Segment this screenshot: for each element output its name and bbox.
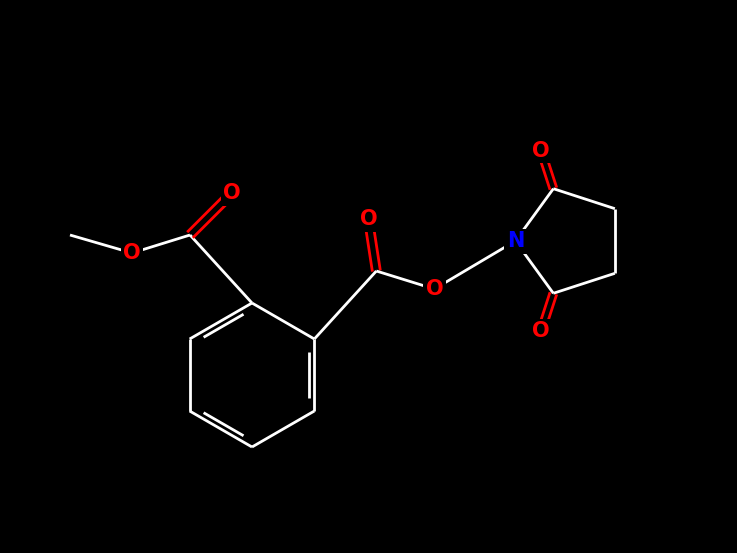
Text: O: O: [425, 279, 443, 299]
Text: O: O: [532, 140, 550, 161]
Text: N: N: [506, 231, 524, 251]
Text: O: O: [532, 321, 550, 341]
Text: O: O: [223, 183, 241, 203]
Text: O: O: [123, 243, 141, 263]
Text: O: O: [360, 209, 377, 229]
